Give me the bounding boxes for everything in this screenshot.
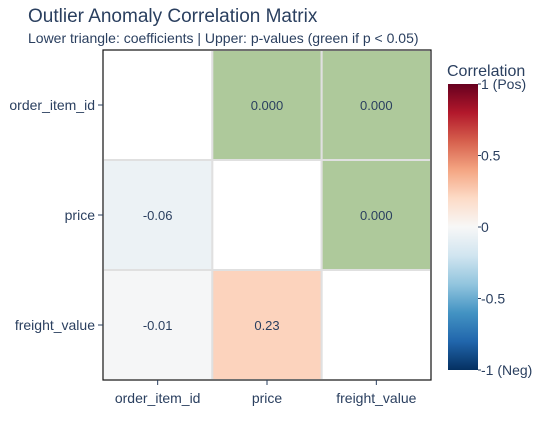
x-tick-label: freight_value: [336, 390, 416, 406]
chart-title: Outlier Anomaly Correlation Matrix: [28, 6, 318, 27]
heatmap-cell: [211, 49, 323, 161]
chart-subtitle: Lower triangle: coefficients | Upper: p-…: [28, 30, 419, 46]
colorbar-tick-label: 0.5: [481, 148, 501, 164]
cell-value-label: 0.000: [360, 98, 393, 113]
cell-value-label: -0.01: [143, 318, 173, 333]
heatmap-cell: [211, 269, 323, 381]
heatmap-cell: [320, 159, 432, 271]
colorbar-tick-label: -0.5: [481, 291, 505, 307]
x-tick-label: price: [252, 390, 283, 406]
cell-value-label: 0.000: [251, 98, 284, 113]
y-tick-label: freight_value: [15, 317, 95, 333]
colorbar-tick-label: 0: [481, 219, 489, 235]
colorbar-title: Correlation: [447, 63, 525, 80]
cell-value-label: -0.06: [143, 208, 173, 223]
cell-value-label: 0.23: [254, 318, 279, 333]
heatmap-cell: [102, 49, 214, 161]
colorbar-gradient: [448, 84, 478, 370]
colorbar-tick-label: 1 (Pos): [481, 76, 526, 92]
colorbar-tick-label: -1 (Neg): [481, 362, 532, 378]
heatmap-cell: [102, 269, 214, 381]
cell-value-label: 0.000: [360, 208, 393, 223]
colorbar: Correlation 1 (Pos) 0.5 0 -0.5 -1 (Neg): [447, 63, 532, 378]
heatmap-cell: [102, 159, 214, 271]
y-tick-label: price: [65, 207, 96, 223]
heatmap-cell: [320, 269, 432, 381]
axes: order_item_id price freight_valueorder_ite…: [9, 97, 416, 406]
heatmap-cell: [211, 159, 323, 271]
x-tick-label: order_item_id: [115, 390, 201, 406]
heatmap-cells: 0.000 0.000 -0.06 0.000 -0.01 0.23: [102, 49, 432, 381]
y-tick-label: order_item_id: [9, 97, 95, 113]
